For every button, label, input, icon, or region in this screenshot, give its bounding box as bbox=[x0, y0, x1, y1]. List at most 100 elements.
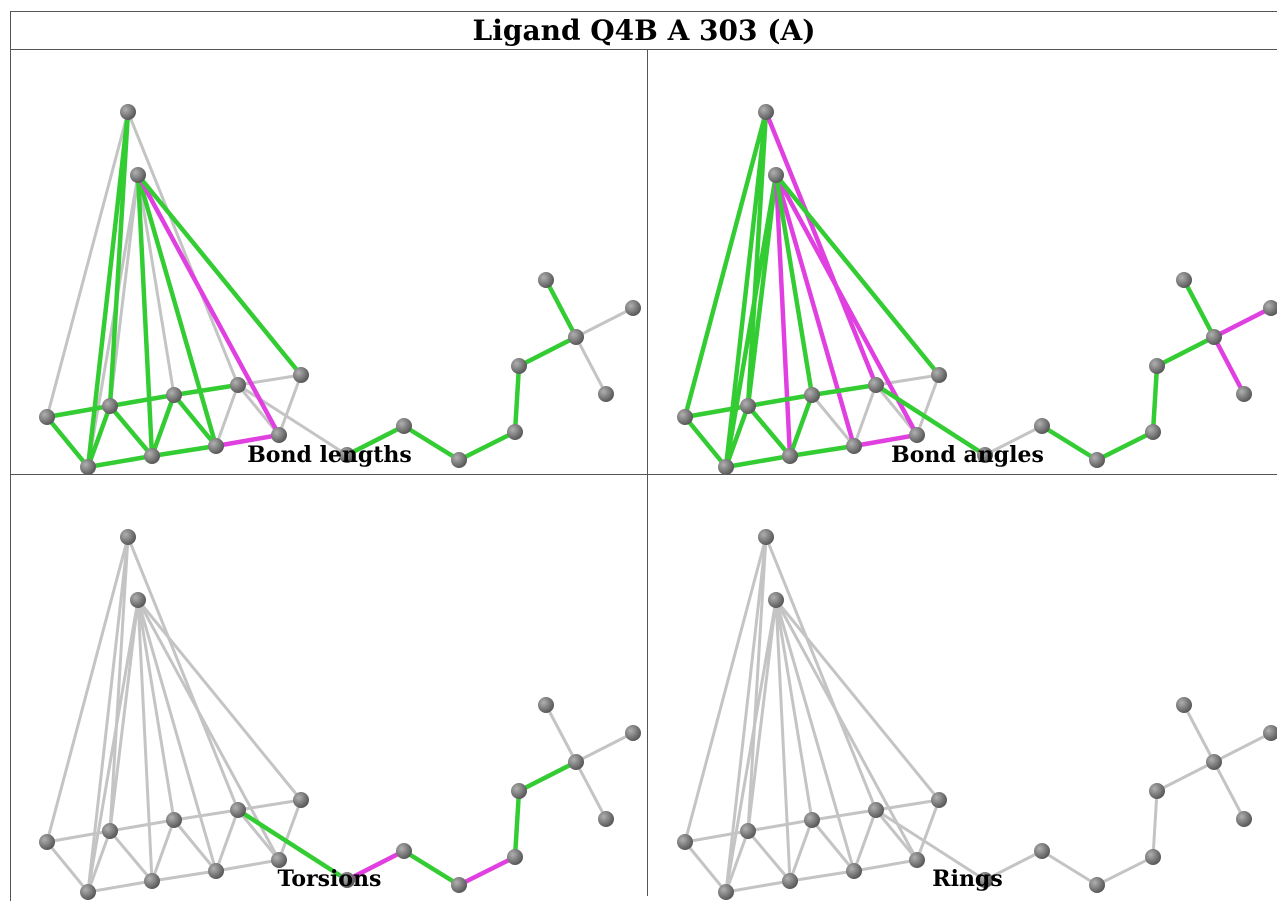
atom-5 bbox=[868, 802, 884, 818]
atom-4 bbox=[804, 387, 820, 403]
bond-neutral-6-10 bbox=[277, 798, 303, 862]
atom-1 bbox=[768, 592, 784, 608]
bond-neutral-3-7 bbox=[86, 829, 112, 894]
atom-2 bbox=[39, 834, 55, 850]
atom-7 bbox=[718, 459, 734, 475]
atom-16 bbox=[568, 754, 584, 770]
bond-ok-13-14 bbox=[1094, 429, 1156, 463]
atom-12 bbox=[396, 843, 412, 859]
bond-neutral-1-8 bbox=[774, 598, 792, 883]
atom-18 bbox=[625, 725, 641, 741]
bond-neutral-1-8 bbox=[136, 598, 154, 883]
bond-ok-12-13 bbox=[1039, 423, 1100, 463]
atom-8 bbox=[782, 448, 798, 464]
bond-neutral-16-17 bbox=[1182, 703, 1216, 764]
atom-19 bbox=[1236, 811, 1252, 827]
atom-10 bbox=[271, 852, 287, 868]
bond-neutral-4-8 bbox=[150, 818, 176, 883]
panel-caption-bond-lengths: Bond lengths bbox=[247, 442, 412, 468]
bond-ok-14-15 bbox=[512, 363, 522, 435]
bond-ok-8-9 bbox=[787, 443, 857, 459]
bond-neutral-9-10 bbox=[852, 858, 919, 873]
bond-ok-2-3 bbox=[682, 403, 751, 420]
atom-19 bbox=[598, 386, 614, 402]
bond-ok-3-7 bbox=[723, 403, 751, 470]
atom-5 bbox=[868, 377, 884, 393]
bond-ok-3-4 bbox=[107, 392, 177, 409]
bond-outlier-9-10 bbox=[213, 432, 282, 449]
atom-2 bbox=[677, 834, 693, 850]
atom-6 bbox=[293, 367, 309, 383]
bond-neutral-3-8 bbox=[108, 829, 154, 883]
bond-neutral-5-9 bbox=[214, 808, 240, 873]
atom-18 bbox=[1263, 300, 1277, 316]
bond-neutral-16-18 bbox=[574, 731, 635, 764]
atom-10 bbox=[909, 427, 925, 443]
atom-14 bbox=[1145, 424, 1161, 440]
bond-neutral-3-4 bbox=[746, 818, 814, 833]
atom-6 bbox=[931, 792, 947, 808]
atom-15 bbox=[511, 358, 527, 374]
bond-ok-4-8 bbox=[149, 392, 177, 459]
bond-ok-3-8 bbox=[745, 403, 793, 459]
bond-outlier-1-8 bbox=[773, 172, 793, 459]
atom-16 bbox=[1206, 754, 1222, 770]
grid-divider-vertical bbox=[647, 50, 648, 896]
panel-caption-torsions: Torsions bbox=[277, 866, 382, 892]
bond-neutral-1-9 bbox=[136, 598, 218, 873]
bond-outlier-0-5 bbox=[763, 109, 879, 388]
bond-neutral-1-4 bbox=[774, 598, 814, 822]
atom-11 bbox=[977, 872, 993, 888]
panel-bond-lengths: Bond lengths bbox=[11, 51, 648, 475]
bond-neutral-16-19 bbox=[574, 335, 608, 396]
atom-0 bbox=[758, 529, 774, 545]
bond-ok-4-9 bbox=[171, 392, 219, 449]
bond-neutral-5-9 bbox=[214, 383, 240, 448]
molecule-diagram-torsions bbox=[39, 529, 641, 900]
bond-outlier-16-19 bbox=[1211, 334, 1247, 397]
bond-outlier-1-9 bbox=[773, 172, 857, 449]
bond-neutral-4-5 bbox=[810, 808, 878, 822]
atom-12 bbox=[396, 418, 412, 434]
atom-5 bbox=[230, 377, 246, 393]
atom-17 bbox=[1176, 697, 1192, 713]
bond-ok-3-8 bbox=[107, 403, 155, 459]
atom-10 bbox=[909, 852, 925, 868]
bond-ok-1-6 bbox=[135, 172, 304, 378]
bond-ok-14-15 bbox=[1150, 363, 1160, 435]
atom-12 bbox=[1034, 418, 1050, 434]
atom-13 bbox=[1089, 452, 1105, 468]
bond-neutral-12-13 bbox=[1040, 849, 1099, 887]
atom-9 bbox=[846, 863, 862, 879]
atom-8 bbox=[144, 873, 160, 889]
bond-ok-7-8 bbox=[723, 453, 793, 470]
bond-neutral-5-10 bbox=[874, 808, 919, 862]
bond-ok-4-8 bbox=[787, 392, 815, 459]
atom-3 bbox=[740, 398, 756, 414]
bond-neutral-1-6 bbox=[774, 598, 941, 802]
bond-ok-0-3 bbox=[107, 109, 131, 409]
bond-ok-2-7 bbox=[682, 414, 729, 470]
bond-ok-1-9 bbox=[135, 172, 219, 449]
bond-neutral-9-10 bbox=[214, 858, 281, 873]
bond-neutral-5-9 bbox=[852, 808, 878, 873]
atom-1 bbox=[130, 167, 146, 183]
bond-neutral-0-5 bbox=[126, 535, 240, 812]
atom-9 bbox=[208, 438, 224, 454]
bond-neutral-1-4 bbox=[136, 598, 176, 822]
bond-neutral-0-2 bbox=[45, 535, 130, 844]
atom-16 bbox=[1206, 329, 1222, 345]
bond-ok-16-17 bbox=[543, 277, 579, 340]
bond-ok-1-6 bbox=[773, 172, 942, 378]
bond-neutral-5-6 bbox=[236, 798, 303, 812]
bond-neutral-5-10 bbox=[236, 808, 281, 862]
bond-ok-5-11 bbox=[873, 382, 988, 458]
atom-0 bbox=[120, 104, 136, 120]
bond-neutral-7-8 bbox=[724, 879, 792, 894]
atom-0 bbox=[758, 104, 774, 120]
bond-neutral-1-9 bbox=[774, 598, 856, 873]
bond-neutral-8-9 bbox=[150, 869, 218, 883]
bond-neutral-6-10 bbox=[277, 373, 303, 437]
bond-ok-1-7 bbox=[723, 172, 779, 470]
figure-frame bbox=[10, 11, 1277, 901]
